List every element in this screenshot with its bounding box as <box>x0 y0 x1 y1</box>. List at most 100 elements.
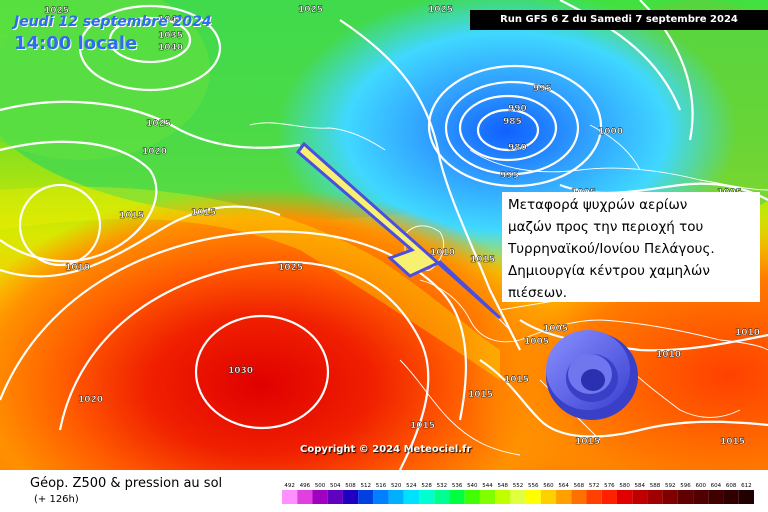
isobar-label: 1015 <box>504 375 529 385</box>
isobar-label: 1015 <box>470 255 495 265</box>
isobar-label: 1025 <box>278 263 303 273</box>
scale-swatch <box>434 490 450 504</box>
isobar-label: 1035 <box>158 31 183 41</box>
scale-swatch <box>449 490 465 504</box>
isobar-label: 1005 <box>524 337 549 347</box>
isobar-label: 1010 <box>656 350 681 360</box>
scale-label: 596 <box>680 483 691 489</box>
forecast-date: Jeudi 12 septembre 2024 <box>14 14 212 30</box>
scale-swatch <box>419 490 435 504</box>
scale-swatch <box>647 490 663 504</box>
scale-swatch <box>282 490 298 504</box>
scale-swatch <box>616 490 633 504</box>
isobar-label: 1015 <box>191 208 216 218</box>
scale-label: 576 <box>604 483 615 489</box>
scale-label: 508 <box>345 483 356 489</box>
scale-swatch <box>693 490 709 504</box>
scale-swatch <box>403 490 420 504</box>
scale-label: 600 <box>695 483 706 489</box>
scale-swatch <box>632 490 648 504</box>
scale-swatch <box>525 490 541 504</box>
scale-label: 504 <box>330 483 341 489</box>
scale-label: 520 <box>391 483 402 489</box>
scale-swatch <box>312 490 328 504</box>
annotation-line: Μεταφορά ψυχρών αερίων <box>508 197 688 213</box>
annotation-line: πιέσεων. <box>508 285 567 301</box>
isobar-label: 1025 <box>298 5 323 15</box>
scale-label: 568 <box>574 483 585 489</box>
scale-label: 492 <box>284 483 295 489</box>
scale-swatch <box>327 490 343 504</box>
scale-label: 556 <box>528 483 539 489</box>
scale-swatch <box>479 490 496 504</box>
isobar-label: 1015 <box>720 437 745 447</box>
scale-swatch <box>708 490 724 504</box>
isobar-label: 980 <box>508 143 527 153</box>
scale-swatch <box>358 490 374 504</box>
isobar-label: 1030 <box>228 366 253 376</box>
scale-label: 536 <box>452 483 463 489</box>
scale-label: 612 <box>741 483 752 489</box>
scale-label: 604 <box>711 483 722 489</box>
scale-swatch <box>677 490 694 504</box>
scale-label: 496 <box>300 483 311 489</box>
scale-label: 524 <box>406 483 417 489</box>
scale-label: 500 <box>315 483 326 489</box>
isobar-label: 1025 <box>44 6 69 16</box>
scale-swatch <box>464 490 480 504</box>
scale-label: 516 <box>376 483 387 489</box>
forecast-time: 14:00 locale <box>14 33 138 54</box>
low-pressure-ring-icon <box>546 330 638 420</box>
map-title: Géop. Z500 & pression au sol <box>30 476 223 491</box>
isobar-label: 1020 <box>78 395 103 405</box>
scale-label: 588 <box>650 483 661 489</box>
annotation-line: Τυρρηναϊκού/Ιονίου Πελάγους. <box>508 241 715 257</box>
isobar-label: 1010 <box>735 328 760 338</box>
isobar-label: 1010 <box>430 248 455 258</box>
scale-label: 560 <box>543 483 554 489</box>
copyright: Copyright © 2024 Meteociel.fr <box>300 444 472 455</box>
isobar-label: 990 <box>508 104 527 114</box>
scale-label: 592 <box>665 483 676 489</box>
scale-swatch <box>738 490 754 504</box>
run-banner: Run GFS 6 Z du Samedi 7 septembre 2024 <box>470 10 768 30</box>
scale-swatch <box>510 490 526 504</box>
isobar-label: 1015 <box>119 211 144 221</box>
isobar-label: 995 <box>500 171 519 181</box>
isobar-label: 1040 <box>158 43 183 53</box>
scale-label: 528 <box>421 483 432 489</box>
isobar-label: 1015 <box>410 421 435 431</box>
scale-label: 512 <box>360 483 371 489</box>
annotation-line: μαζών προς την περιοχή του <box>508 219 704 235</box>
scale-label: 552 <box>513 483 524 489</box>
scale-label: 564 <box>558 483 569 489</box>
map-subtitle: (+ 126h) <box>34 494 79 505</box>
scale-label: 532 <box>437 483 448 489</box>
isobar-label: 1010 <box>65 263 90 273</box>
color-scale: 492 496 500 504 508 512 516 520 524 528 532 536 540 5… <box>282 483 754 504</box>
isobar-label: 1040 <box>158 15 183 25</box>
scale-swatch <box>342 490 359 504</box>
scale-swatch <box>388 490 404 504</box>
isobar-label: 1000 <box>598 127 623 137</box>
scale-swatch <box>571 490 587 504</box>
annotation-box: Μεταφορά ψυχρών αερίων μαζών προς την πε… <box>502 192 760 302</box>
scale-label: 572 <box>589 483 600 489</box>
scale-label: 584 <box>635 483 646 489</box>
isobar-label: 1020 <box>142 147 167 157</box>
scale-label: 608 <box>726 483 737 489</box>
annotation-line: Δημιουργία κέντρου χαμηλών <box>508 263 710 279</box>
isobar-label: 1015 <box>468 390 493 400</box>
isobar-label: 1015 <box>575 437 600 447</box>
scale-swatch <box>556 490 572 504</box>
isobar-label: 1005 <box>543 324 568 334</box>
scale-label: 548 <box>498 483 509 489</box>
scale-swatch <box>586 490 602 504</box>
isobar-label: 1025 <box>428 5 453 15</box>
cold-air-arrow <box>295 141 502 320</box>
scale-swatch <box>723 490 739 504</box>
scale-label: 580 <box>619 483 630 489</box>
scale-swatch <box>601 490 617 504</box>
scale-swatch <box>540 490 557 504</box>
isobar-label: 1025 <box>146 119 171 129</box>
